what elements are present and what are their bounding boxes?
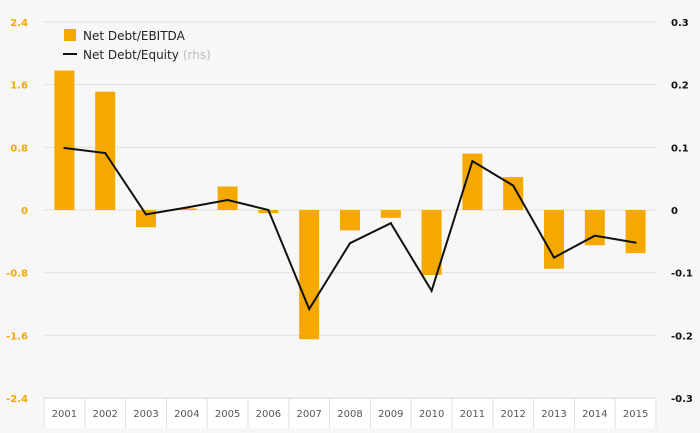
x-tick-label: 2008 <box>337 409 362 420</box>
line-point-2011 <box>471 160 474 163</box>
line-point-2001 <box>63 146 66 149</box>
y-axis-left: 2.4 1.6 0.8 0 -0.8 -1.6 -2.4 <box>6 18 28 405</box>
bar-series <box>54 70 646 340</box>
y-right-tick-label: -0.2 <box>671 331 693 342</box>
x-axis: 2001 2002 2003 2004 2005 2006 2007 2008 2009 2010… <box>52 409 649 420</box>
x-axis-band <box>43 397 657 428</box>
line-point-2004 <box>185 206 188 209</box>
line-series <box>63 146 637 312</box>
y-left-tick-label: 0 <box>21 206 28 217</box>
bar-2001 <box>54 70 75 210</box>
line-point-2014 <box>593 234 596 237</box>
x-tick-label: 2007 <box>296 409 321 420</box>
legend: Net Debt/EBITDA Net Debt/Equity (rhs) <box>63 29 211 62</box>
line-point-2006 <box>267 209 270 211</box>
bar-2011 <box>462 153 483 210</box>
bar-2009 <box>380 210 401 218</box>
line-point-2015 <box>634 241 637 244</box>
bar-2008 <box>340 210 360 231</box>
y-left-tick-label: -2.4 <box>6 394 28 405</box>
y-left-tick-label: -1.6 <box>6 331 28 342</box>
bar-2015 <box>625 210 646 254</box>
y-left-tick-label: 1.6 <box>10 81 28 92</box>
y-axis-right: 0.3 0.2 0.1 0 -0.1 -0.2 -0.3 <box>671 18 693 405</box>
x-tick-label: 2010 <box>419 409 444 420</box>
x-tick-label: 2013 <box>541 409 566 420</box>
y-right-tick-label: 0.1 <box>671 143 689 154</box>
bar-2007 <box>299 210 320 340</box>
line-point-2013 <box>553 256 555 259</box>
bar-2005 <box>217 186 238 210</box>
line-point-2008 <box>349 242 351 245</box>
svg-text:Net Debt/Equity(rhs): Net Debt/Equity (rhs) <box>83 48 211 62</box>
x-tick-label: 2012 <box>500 409 525 420</box>
bar-2010 <box>421 210 442 276</box>
x-tick-label: 2002 <box>92 409 117 420</box>
bar-2002 <box>95 91 116 210</box>
y-right-tick-label: 0.3 <box>671 18 689 29</box>
x-tick-label: 2005 <box>215 409 240 420</box>
line-point-2010 <box>430 289 433 292</box>
line-point-2003 <box>145 213 147 216</box>
x-tick-label: 2004 <box>174 409 199 420</box>
bar-2004 <box>176 208 197 210</box>
bar-2012 <box>503 177 524 210</box>
x-tick-label: 2006 <box>256 409 281 420</box>
bar-2013 <box>544 210 564 269</box>
x-axis-background <box>44 398 656 428</box>
line-point-2009 <box>389 222 392 225</box>
x-tick-label: 2015 <box>623 409 648 420</box>
legend-label-line: Net Debt/Equity <box>83 48 179 62</box>
x-tick-label: 2014 <box>582 409 607 420</box>
y-right-tick-label: 0.2 <box>671 81 689 92</box>
legend-label-line-suffix: (rhs) <box>183 48 211 62</box>
y-right-tick-label: 0 <box>671 206 678 217</box>
y-right-tick-label: -0.1 <box>671 269 693 280</box>
x-tick-label: 2009 <box>378 409 403 420</box>
line-point-2007 <box>308 308 311 311</box>
y-right-tick-label: -0.3 <box>671 394 693 405</box>
x-tick-label: 2003 <box>133 409 158 420</box>
x-tick-label: 2011 <box>460 409 485 420</box>
line-point-2005 <box>226 198 229 201</box>
x-tick-label: 2001 <box>52 409 77 420</box>
y-left-tick-label: -0.8 <box>6 269 28 280</box>
y-left-tick-label: 2.4 <box>10 18 28 29</box>
line-point-2012 <box>512 184 515 187</box>
legend-swatch-bar <box>64 29 76 41</box>
legend-label-bar: Net Debt/EBITDA <box>83 29 186 43</box>
y-left-tick-label: 0.8 <box>10 143 28 154</box>
line-point-2002 <box>104 151 107 154</box>
